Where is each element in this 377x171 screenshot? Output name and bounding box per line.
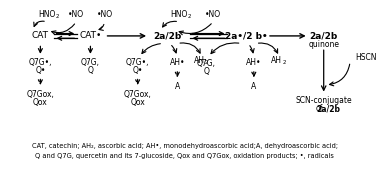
Text: SCN-conjugate: SCN-conjugate <box>296 96 352 105</box>
Text: A: A <box>251 82 256 91</box>
Text: Q7Gox,: Q7Gox, <box>26 90 54 99</box>
Text: 2: 2 <box>188 14 192 19</box>
Text: •NO: •NO <box>205 10 221 19</box>
Text: Q7G•,: Q7G•, <box>29 58 52 67</box>
Text: Qox: Qox <box>130 98 145 107</box>
Text: Q7G,: Q7G, <box>197 59 216 68</box>
Text: Q: Q <box>204 67 210 76</box>
Text: CAT: CAT <box>32 31 49 40</box>
Text: Q7G•,: Q7G•, <box>126 58 149 67</box>
Text: AH: AH <box>271 56 282 65</box>
Text: AH•: AH• <box>246 58 262 67</box>
Text: Q7G,: Q7G, <box>81 58 100 67</box>
Text: 2a/2b: 2a/2b <box>154 31 182 40</box>
Text: A: A <box>175 82 180 91</box>
Text: •NO: •NO <box>97 10 113 19</box>
Text: HNO: HNO <box>170 10 188 19</box>
Text: HSCN: HSCN <box>355 53 376 62</box>
Text: Q and Q7G, quercetin and its 7-glucoside, Qox and Q7Gox, oxidation products; •, : Q and Q7G, quercetin and its 7-glucoside… <box>35 153 334 159</box>
Text: of: of <box>315 104 323 113</box>
Text: Qox: Qox <box>33 98 48 107</box>
Text: AH: AH <box>193 56 205 65</box>
Text: Q: Q <box>87 66 93 75</box>
Text: Q•: Q• <box>132 66 143 75</box>
Text: CAT, catechin; AH₂, ascorbic acid; AH•, monodehydroascorbic acid;A, dehydroascor: CAT, catechin; AH₂, ascorbic acid; AH•, … <box>32 143 338 149</box>
Text: 2: 2 <box>205 60 208 65</box>
Text: AH•: AH• <box>170 58 185 67</box>
Text: Q•: Q• <box>35 66 46 75</box>
Text: 2a•/2 b•: 2a•/2 b• <box>225 31 268 40</box>
Text: Q7Gox,: Q7Gox, <box>124 90 152 99</box>
Text: 2a/2b: 2a/2b <box>310 31 338 40</box>
Text: quinone: quinone <box>308 40 339 49</box>
Text: •NO: •NO <box>68 10 84 19</box>
Text: HNO: HNO <box>38 10 56 19</box>
Text: 2a/2b: 2a/2b <box>316 104 340 113</box>
Text: 2: 2 <box>55 14 59 19</box>
Text: CAT•: CAT• <box>79 31 101 40</box>
Text: 2: 2 <box>282 60 286 65</box>
